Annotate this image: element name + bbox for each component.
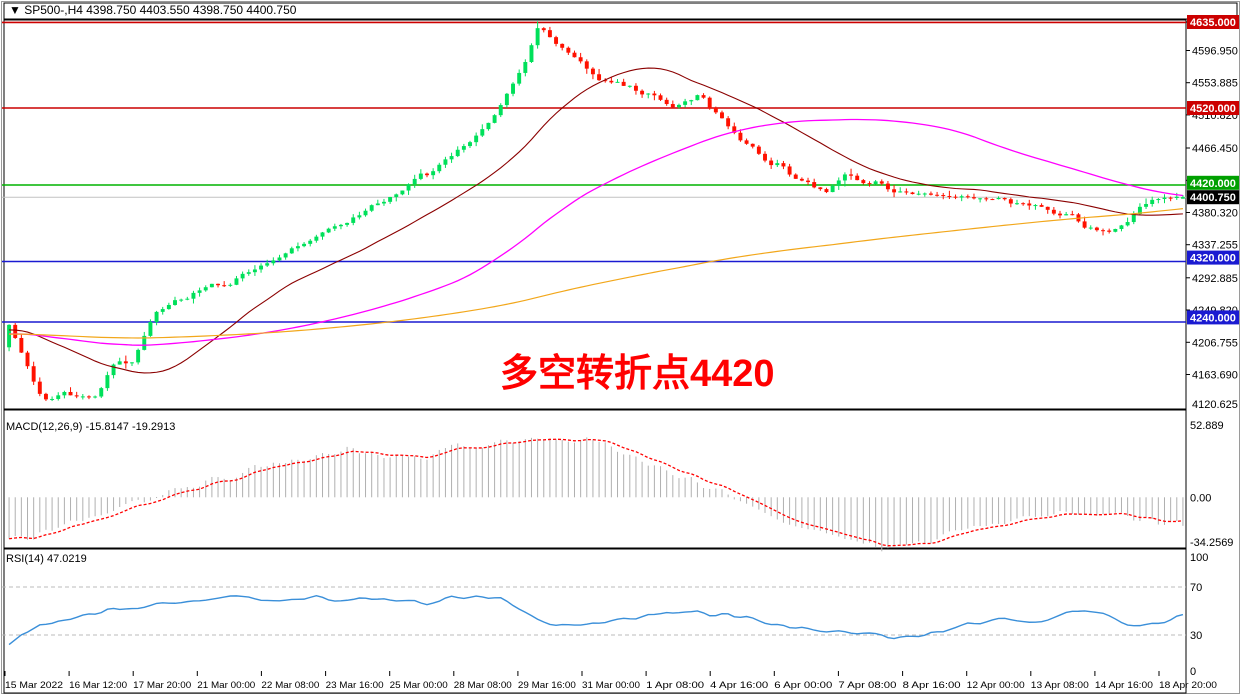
svg-text:31 Mar 00:00: 31 Mar 00:00: [582, 680, 640, 690]
svg-text:MACD(12,26,9) -15.8147 -19.291: MACD(12,26,9) -15.8147 -19.2913: [6, 421, 175, 433]
svg-text:16 Mar 12:00: 16 Mar 12:00: [69, 680, 127, 690]
svg-text:4 Apr 16:00: 4 Apr 16:00: [710, 680, 768, 690]
svg-text:100: 100: [1190, 552, 1208, 564]
svg-text:7 Apr 08:00: 7 Apr 08:00: [838, 680, 896, 690]
svg-text:52.889: 52.889: [1190, 420, 1224, 432]
svg-text:14 Apr 16:00: 14 Apr 16:00: [1095, 680, 1153, 690]
svg-text:4520.000: 4520.000: [1190, 103, 1236, 115]
svg-text:17 Mar 20:00: 17 Mar 20:00: [133, 680, 191, 690]
svg-text:28 Mar 08:00: 28 Mar 08:00: [454, 680, 512, 690]
svg-text:22 Mar 08:00: 22 Mar 08:00: [261, 680, 319, 690]
svg-text:29 Mar 16:00: 29 Mar 16:00: [518, 680, 576, 690]
svg-text:70: 70: [1190, 582, 1202, 594]
svg-text:25 Mar 00:00: 25 Mar 00:00: [390, 680, 448, 690]
svg-text:4380.320: 4380.320: [1192, 208, 1238, 220]
svg-text:4635.000: 4635.000: [1190, 17, 1236, 29]
svg-text:12 Apr 00:00: 12 Apr 00:00: [967, 680, 1025, 690]
svg-text:0: 0: [1190, 666, 1196, 678]
svg-text:6 Apr 00:00: 6 Apr 00:00: [774, 680, 832, 690]
svg-text:RSI(14) 47.0219: RSI(14) 47.0219: [6, 553, 87, 565]
svg-text:23 Mar 16:00: 23 Mar 16:00: [326, 680, 384, 690]
svg-text:4206.755: 4206.755: [1192, 337, 1238, 349]
svg-text:4337.255: 4337.255: [1192, 240, 1238, 252]
svg-text:-34.2569: -34.2569: [1190, 537, 1233, 549]
svg-text:4320.000: 4320.000: [1190, 253, 1236, 265]
svg-text:21 Mar 00:00: 21 Mar 00:00: [197, 680, 255, 690]
svg-text:▼ SP500-,H4 4398.750 4403.550: ▼ SP500-,H4 4398.750 4403.550 4398.750 4…: [9, 3, 297, 17]
svg-text:1 Apr 08:00: 1 Apr 08:00: [646, 680, 704, 690]
svg-text:4400.750: 4400.750: [1190, 192, 1236, 204]
svg-text:8 Apr 16:00: 8 Apr 16:00: [903, 680, 961, 690]
svg-text:4596.950: 4596.950: [1192, 46, 1238, 58]
svg-text:多空转折点4420: 多空转折点4420: [500, 353, 775, 395]
svg-text:0.00: 0.00: [1190, 492, 1211, 504]
svg-text:13 Apr 08:00: 13 Apr 08:00: [1031, 680, 1089, 690]
svg-text:30: 30: [1190, 630, 1202, 642]
svg-text:4240.000: 4240.000: [1190, 312, 1236, 324]
svg-text:4466.450: 4466.450: [1192, 143, 1238, 155]
svg-text:18 Apr 20:00: 18 Apr 20:00: [1159, 680, 1217, 690]
svg-text:4163.690: 4163.690: [1192, 370, 1238, 382]
svg-text:4120.625: 4120.625: [1192, 399, 1238, 411]
svg-text:4292.885: 4292.885: [1192, 273, 1238, 285]
svg-text:4553.885: 4553.885: [1192, 78, 1238, 90]
svg-text:4420.000: 4420.000: [1190, 178, 1236, 190]
svg-text:15 Mar 2022: 15 Mar 2022: [5, 680, 63, 690]
